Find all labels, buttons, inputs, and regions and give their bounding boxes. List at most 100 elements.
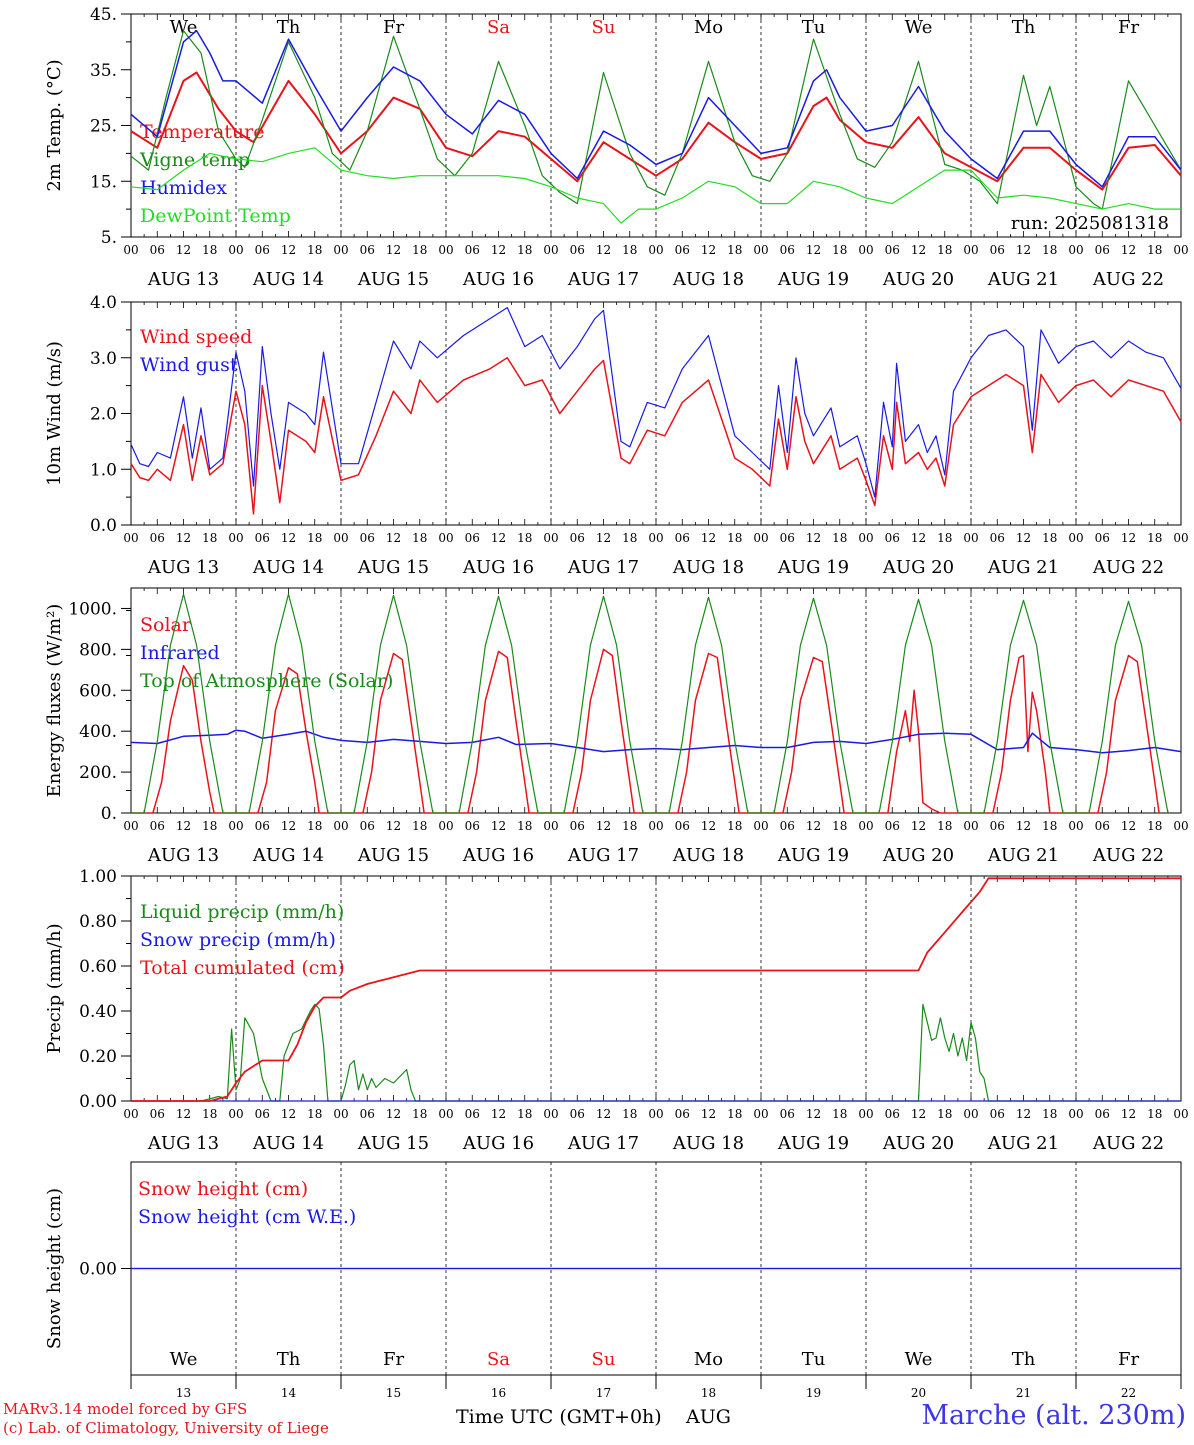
hour-tick-label: 00	[543, 1107, 558, 1121]
series-line-wind-speed	[130, 357, 1182, 515]
y-tick-label: 0.80	[79, 912, 117, 932]
hour-tick-label: 18	[1042, 819, 1057, 833]
day-name-label: Fr	[1118, 17, 1139, 38]
y-tick-label: 0.00	[79, 1260, 117, 1280]
hour-tick-label: 12	[1121, 1107, 1136, 1121]
hour-tick-label: 12	[491, 531, 506, 545]
day-name-label: Fr	[383, 17, 404, 38]
day-number-label: 21	[1016, 1386, 1031, 1400]
y-tick-label: 600.	[79, 681, 117, 701]
date-label: AUG 17	[567, 845, 639, 866]
day-name-label: Sa	[487, 17, 510, 38]
day-number-label: 22	[1121, 1386, 1136, 1400]
hour-tick-label: 12	[701, 819, 716, 833]
legend-entry: Top of Atmosphere (Solar)	[140, 670, 393, 692]
day-name-label: Su	[592, 17, 616, 38]
legend-entry: Snow height (cm W.E.)	[138, 1206, 356, 1228]
hour-tick-label: 18	[412, 1107, 427, 1121]
y-tick-label: 1.00	[79, 867, 117, 887]
date-label: AUG 18	[672, 845, 744, 866]
hour-tick-label: 00	[543, 531, 558, 545]
hour-tick-label: 12	[1016, 531, 1031, 545]
series-line-humidex	[130, 29, 1182, 188]
hour-tick-label: 06	[990, 1107, 1005, 1121]
hour-tick-label: 06	[150, 243, 165, 257]
hour-tick-label: 00	[228, 531, 243, 545]
hour-tick-label: 06	[1095, 531, 1110, 545]
hour-tick-label: 00	[1173, 819, 1188, 833]
hour-tick-label: 06	[570, 243, 585, 257]
hour-tick-label: 06	[780, 1107, 795, 1121]
hour-tick-label: 06	[570, 531, 585, 545]
hour-tick-label: 06	[990, 531, 1005, 545]
y-tick-label: 5.	[101, 228, 117, 248]
date-label: AUG 13	[147, 1133, 219, 1154]
day-name-label: Sa	[487, 1349, 510, 1370]
hour-tick-label: 00	[1173, 1107, 1188, 1121]
day-name-label: Th	[1012, 1349, 1036, 1370]
hour-tick-label: 06	[150, 819, 165, 833]
hour-tick-label: 18	[202, 1107, 217, 1121]
y-tick-label: 0.40	[79, 1002, 117, 1022]
hour-tick-label: 18	[412, 531, 427, 545]
date-label: AUG 19	[777, 845, 849, 866]
hour-tick-label: 00	[228, 819, 243, 833]
date-label: AUG 19	[777, 269, 849, 290]
legend-entry: Wind gust	[140, 354, 238, 376]
hour-tick-label: 06	[570, 819, 585, 833]
hour-tick-label: 06	[675, 531, 690, 545]
legend-entry: Solar	[140, 614, 192, 636]
legend-entry: Wind speed	[140, 326, 252, 348]
hour-tick-label: 12	[596, 1107, 611, 1121]
date-label: AUG 22	[1092, 845, 1164, 866]
hour-tick-label: 06	[360, 1107, 375, 1121]
hour-tick-label: 00	[648, 819, 663, 833]
date-label: AUG 15	[357, 845, 429, 866]
date-label: AUG 16	[462, 1133, 534, 1154]
date-label: AUG 16	[462, 269, 534, 290]
hour-tick-label: 18	[307, 819, 322, 833]
hour-tick-label: 18	[202, 243, 217, 257]
y-tick-label: 1.0	[90, 460, 117, 480]
hour-tick-label: 00	[123, 243, 138, 257]
hour-tick-label: 00	[753, 531, 768, 545]
date-label: AUG 15	[357, 1133, 429, 1154]
hour-tick-label: 06	[150, 531, 165, 545]
hour-tick-label: 12	[281, 243, 296, 257]
hour-tick-label: 06	[465, 243, 480, 257]
hour-tick-label: 12	[596, 243, 611, 257]
hour-tick-label: 18	[727, 531, 742, 545]
day-name-label: We	[170, 17, 198, 38]
date-label: AUG 14	[252, 269, 324, 290]
hour-tick-label: 12	[386, 531, 401, 545]
day-name-label: Mo	[694, 17, 723, 38]
hour-tick-label: 12	[281, 819, 296, 833]
hour-tick-label: 06	[255, 819, 270, 833]
hour-tick-label: 18	[412, 819, 427, 833]
hour-tick-label: 12	[386, 1107, 401, 1121]
hour-tick-label: 12	[1121, 243, 1136, 257]
date-label: AUG 14	[252, 1133, 324, 1154]
hour-tick-label: 12	[491, 1107, 506, 1121]
hour-tick-label: 06	[885, 1107, 900, 1121]
legend-entry: Humidex	[140, 177, 227, 199]
day-name-label: Mo	[694, 1349, 723, 1370]
date-label: AUG 22	[1092, 557, 1164, 578]
hour-tick-label: 00	[333, 1107, 348, 1121]
hour-tick-label: 06	[675, 1107, 690, 1121]
hour-tick-label: 06	[780, 531, 795, 545]
date-label: AUG 13	[147, 845, 219, 866]
y-tick-label: 0.	[101, 804, 117, 824]
y-tick-label: 2.0	[90, 405, 117, 425]
plot-frame-3	[130, 587, 1182, 814]
month-label: AUG	[686, 1406, 731, 1428]
hour-tick-label: 00	[1173, 243, 1188, 257]
hour-tick-label: 12	[491, 243, 506, 257]
hour-tick-label: 18	[1042, 1107, 1057, 1121]
date-label: AUG 17	[567, 1133, 639, 1154]
y-tick-label: 1000.	[68, 599, 117, 619]
hour-tick-label: 12	[806, 1107, 821, 1121]
hour-tick-label: 12	[281, 531, 296, 545]
date-label: AUG 22	[1092, 269, 1164, 290]
